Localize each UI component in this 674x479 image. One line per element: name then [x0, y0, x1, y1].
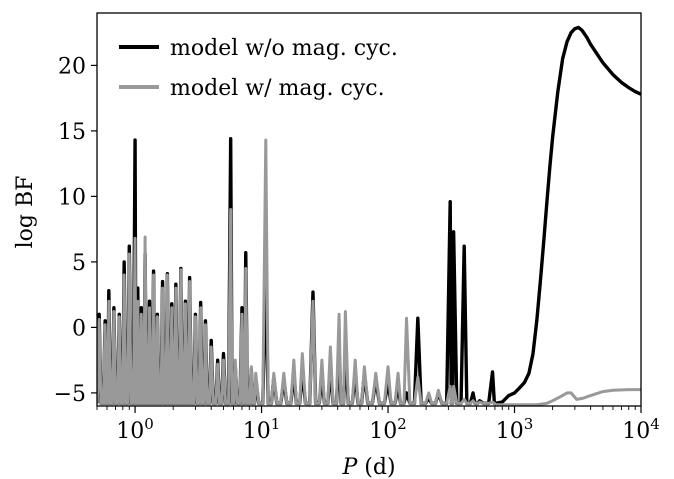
x-tick-label-0: 100	[116, 415, 154, 444]
x-axis-label: P (d)	[341, 455, 395, 479]
series-line-1	[97, 138, 641, 406]
y-tick-label-3: 10	[58, 185, 86, 210]
y-tick-label-4: 15	[58, 120, 86, 145]
x-tick-label-1: 101	[243, 415, 281, 444]
y-tick-label-2: 5	[72, 251, 86, 276]
x-tick-label-3: 103	[496, 415, 534, 444]
y-tick-label-1: 0	[72, 316, 86, 341]
y-tick-label-0: −5	[54, 382, 86, 407]
legend-label-1: model w/ mag. cyc.	[170, 76, 385, 101]
legend: model w/o mag. cyc. model w/ mag. cyc.	[119, 36, 398, 101]
plot-frame	[96, 12, 642, 407]
x-tick-label-2: 102	[369, 415, 407, 444]
legend-label-0: model w/o mag. cyc.	[170, 36, 398, 61]
series-1	[97, 138, 641, 406]
x-axis-label-unit: (d)	[357, 455, 395, 479]
y-tick-label-5: 20	[58, 54, 86, 79]
series-layer	[97, 25, 641, 406]
x-axis-label-variable: P	[341, 455, 358, 479]
y-axis-label: log BF	[13, 176, 38, 249]
x-tick-label-4: 104	[622, 415, 660, 444]
axes-layer: −5 0 5 10 15 20 100 101 102 103 104	[54, 54, 660, 444]
